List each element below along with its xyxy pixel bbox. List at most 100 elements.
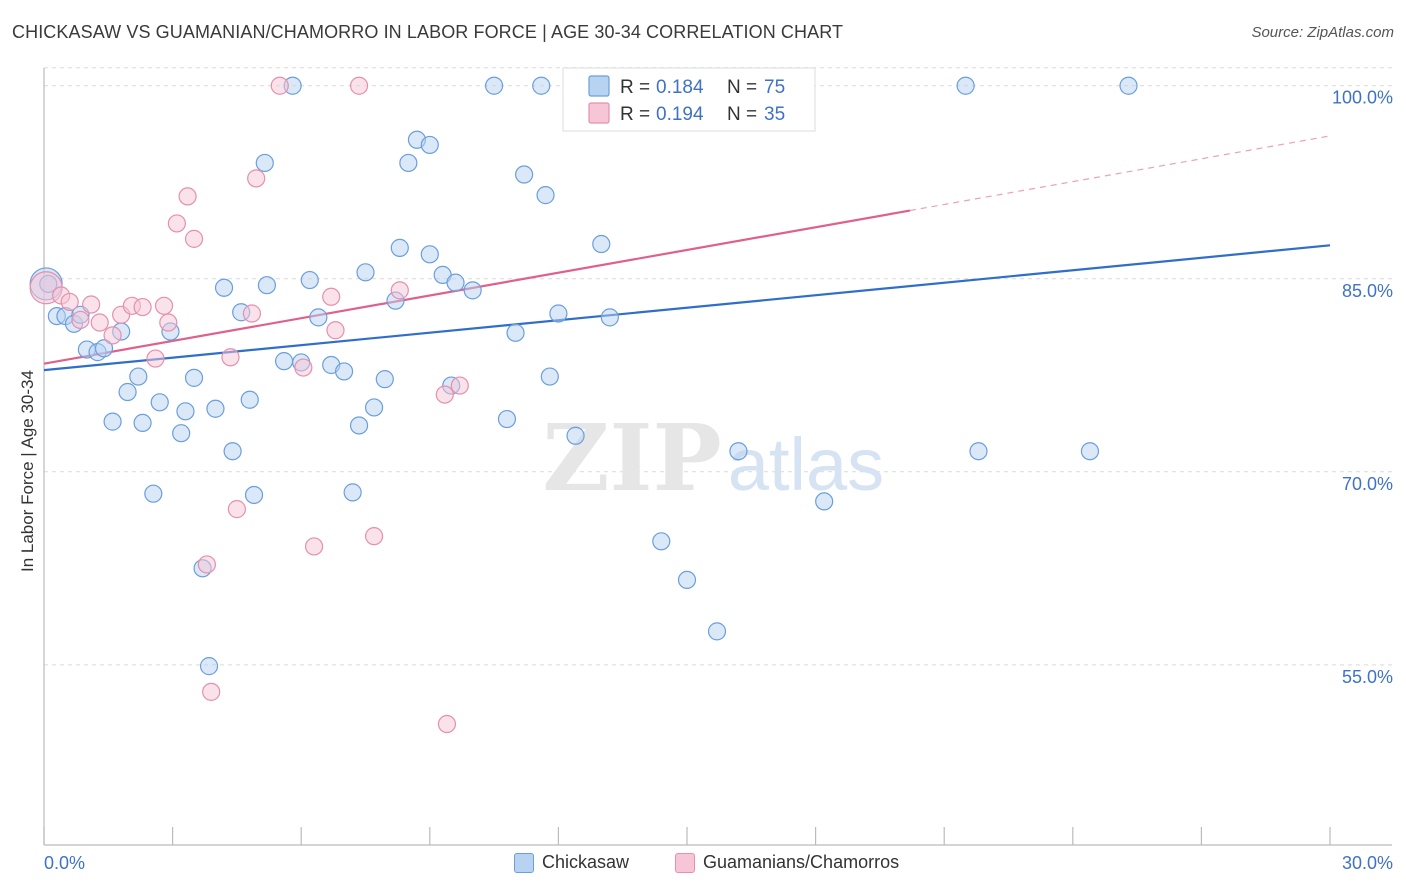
point-guamanian — [197, 555, 216, 574]
legend-label-guamanians: Guamanians/Chamorros — [703, 852, 900, 872]
point-guamanian — [390, 281, 409, 300]
y-tick-label: 55.0% — [1342, 667, 1393, 687]
point-chickasaw — [420, 135, 439, 155]
point-chickasaw — [223, 442, 242, 461]
point-guamanian — [90, 313, 109, 332]
point-guamanian — [103, 326, 122, 345]
point-chickasaw — [1080, 442, 1100, 461]
legend-box: R = 0.184 N = 75 R = 0.194 N = 35 — [562, 67, 816, 132]
legend-top-swatch — [588, 102, 610, 124]
point-chickasaw — [199, 657, 219, 676]
point-chickasaw — [399, 153, 418, 173]
point-guamanian — [133, 297, 152, 317]
point-guamanian — [159, 313, 178, 332]
point-chickasaw — [176, 402, 195, 421]
point-chickasaw — [420, 245, 439, 264]
legend-r-value: 0.194 — [656, 104, 704, 125]
legend-n-value: 35 — [764, 104, 785, 125]
legend-n-label: N = — [727, 104, 757, 125]
point-chickasaw — [94, 339, 114, 358]
point-chickasaw — [257, 276, 277, 295]
point-chickasaw — [244, 485, 264, 505]
point-chickasaw — [956, 76, 975, 95]
bottom-legend: Chickasaw Guamanians/Chamorros — [0, 852, 1406, 878]
point-chickasaw — [172, 424, 191, 443]
point-guamanian — [322, 287, 341, 306]
point-chickasaw — [600, 308, 619, 327]
point-guamanian — [364, 527, 384, 546]
point-guamanian — [450, 376, 469, 395]
point-chickasaw — [343, 483, 362, 502]
point-chickasaw — [118, 382, 137, 402]
point-guamanian — [227, 500, 246, 519]
point-chickasaw — [309, 308, 328, 327]
legend-r-label: R = — [620, 104, 650, 125]
point-chickasaw — [446, 273, 465, 292]
point-guamanian — [202, 682, 221, 701]
legend-label-chickasaw: Chickasaw — [542, 852, 630, 872]
watermark-zip: ZIP — [542, 404, 721, 512]
point-guamanian — [82, 295, 101, 314]
legend-top-swatch — [588, 75, 610, 97]
point-guamanian — [242, 304, 262, 323]
point-chickasaw — [536, 186, 555, 205]
legend-item-chickasaw[interactable]: Chickasaw — [514, 852, 629, 873]
point-guamanian — [304, 537, 324, 556]
point-guamanian — [294, 358, 313, 377]
point-chickasaw — [729, 442, 748, 461]
x-tick-label-max: 30.0% — [1342, 853, 1393, 873]
point-guamanian — [154, 296, 174, 315]
point-chickasaw — [463, 281, 482, 300]
legend-r-value: 0.184 — [656, 77, 704, 98]
point-chickasaw — [240, 390, 259, 409]
point-chickasaw — [206, 399, 225, 418]
point-chickasaw — [103, 412, 122, 431]
point-chickasaw — [150, 393, 169, 412]
point-chickasaw — [375, 370, 394, 389]
point-chickasaw — [815, 492, 834, 511]
point-guamanian — [184, 229, 204, 248]
x-tick-label-min: 0.0% — [44, 853, 85, 873]
legend-n-label: N = — [727, 77, 757, 98]
point-guamanian — [247, 169, 266, 188]
point-chickasaw — [677, 570, 697, 590]
point-chickasaw — [255, 153, 274, 173]
point-chickasaw — [334, 362, 354, 381]
point-chickasaw — [390, 238, 409, 257]
legend-swatch-chickasaw — [514, 852, 534, 873]
point-chickasaw — [497, 409, 517, 429]
trend-line-extension-1 — [909, 135, 1331, 212]
gridlines — [44, 67, 1392, 666]
tick-labels: 55.0% 70.0% 85.0% 100.0% 0.0% 30.0% — [44, 88, 1393, 873]
point-guamanian — [437, 714, 457, 734]
point-guamanian — [178, 187, 197, 206]
point-guamanian — [167, 214, 186, 233]
trend-line-0 — [43, 244, 1331, 372]
point-chickasaw — [184, 368, 204, 387]
point-chickasaw — [652, 532, 671, 551]
chart-title: CHICKASAW VS GUAMANIAN/CHAMORRO IN LABOR… — [12, 22, 844, 42]
y-tick-label: 85.0% — [1342, 281, 1393, 301]
point-guamanian — [146, 349, 165, 368]
point-chickasaw — [349, 416, 369, 435]
source-credit: Source: ZipAtlas.com — [1251, 24, 1394, 41]
legend-swatch-guamanians — [675, 852, 695, 873]
point-chickasaw — [1119, 76, 1138, 95]
point-chickasaw — [515, 165, 534, 184]
point-chickasaw — [485, 76, 504, 95]
watermark: ZIP atlas — [542, 404, 884, 512]
point-chickasaw — [129, 367, 148, 386]
point-chickasaw — [300, 270, 319, 290]
point-guamanian — [270, 76, 289, 95]
point-chickasaw — [274, 352, 294, 371]
point-chickasaw — [506, 323, 525, 342]
trend-lines — [43, 135, 1331, 372]
point-chickasaw — [592, 234, 611, 254]
y-tick-label: 70.0% — [1342, 474, 1393, 494]
point-chickasaw — [364, 398, 384, 417]
legend-n-value: 75 — [764, 77, 785, 98]
legend-item-guamanians[interactable]: Guamanians/Chamorros — [675, 852, 899, 873]
point-chickasaw — [566, 426, 585, 445]
point-guamanian — [221, 348, 240, 367]
